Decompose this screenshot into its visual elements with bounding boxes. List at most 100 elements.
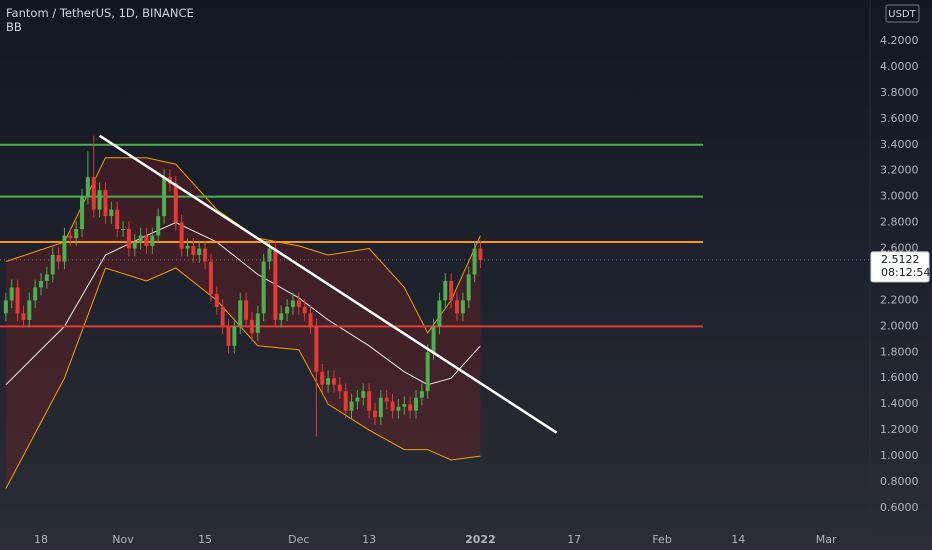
y-tick-label: 0.6000	[880, 501, 919, 514]
candle-body	[431, 326, 436, 353]
y-tick-label: 2.8000	[880, 216, 919, 229]
candle-body	[144, 235, 149, 246]
candle-body	[238, 300, 243, 327]
candle-body	[267, 248, 272, 262]
candle-body	[331, 378, 336, 385]
candle-body	[384, 397, 389, 402]
currency-label[interactable]: USDT	[888, 9, 916, 20]
candle-body	[126, 229, 131, 249]
candle-body	[62, 235, 67, 262]
candle-body	[80, 196, 85, 230]
candle-body	[9, 287, 14, 301]
indicator-label: BB	[6, 20, 22, 34]
band-basis	[5, 222, 481, 386]
y-tick-label: 3.0000	[880, 190, 919, 203]
x-tick-label: 15	[198, 533, 212, 546]
candle-body	[466, 274, 471, 301]
candle-body	[396, 406, 401, 411]
candle-body	[44, 274, 49, 281]
candle-body	[343, 391, 348, 411]
y-tick-label: 2.0000	[880, 319, 919, 332]
x-tick-label: Dec	[288, 533, 309, 546]
last-price-label: 2.5122	[881, 253, 920, 266]
x-tick-label: 14	[731, 533, 745, 546]
candle-body	[21, 313, 26, 320]
candle-body	[419, 391, 424, 398]
candle-body	[68, 235, 73, 239]
candle-body	[208, 261, 213, 294]
x-tick-label: Mar	[816, 533, 837, 546]
candle-body	[437, 300, 442, 327]
y-tick-label: 3.6000	[880, 112, 919, 125]
y-tick-label: 1.6000	[880, 371, 919, 384]
candle-body	[109, 209, 114, 217]
candle-body	[361, 391, 366, 398]
y-tick-label: 1.0000	[880, 449, 919, 462]
candle-body	[449, 280, 454, 301]
candle-body	[402, 404, 407, 407]
currency-box[interactable]	[885, 4, 920, 23]
x-tick-label: 18	[34, 533, 48, 546]
candle-body	[132, 242, 137, 249]
y-tick-label: 0.8000	[880, 475, 919, 488]
candle-body	[203, 248, 208, 262]
candle-body	[121, 229, 126, 231]
candle-body	[232, 326, 237, 346]
candle-body	[156, 216, 161, 236]
band-fill	[5, 157, 481, 489]
x-tick-label: Nov	[112, 533, 134, 546]
candle-body	[150, 235, 155, 246]
candle-body	[244, 300, 249, 320]
candle-body	[372, 410, 377, 418]
candle-body	[103, 190, 108, 217]
candle-body	[39, 280, 44, 288]
candle-body	[302, 306, 307, 314]
y-tick-label: 1.8000	[880, 345, 919, 358]
candle-body	[97, 190, 102, 210]
candle-body	[226, 326, 231, 346]
band-lower	[5, 267, 481, 489]
y-tick-label: 3.4000	[880, 138, 919, 151]
y-tick-label: 4.2000	[880, 34, 919, 47]
y-tick-label: 1.4000	[880, 397, 919, 410]
candle-body	[91, 177, 96, 210]
candle-body	[320, 371, 325, 385]
candle-body	[85, 177, 90, 197]
y-tick-label: 3.2000	[880, 164, 919, 177]
candle-body	[367, 391, 372, 411]
candle-body	[261, 261, 266, 314]
y-tick-label: 1.2000	[880, 423, 919, 436]
candle-body	[478, 248, 483, 260]
candle-body	[408, 404, 413, 411]
candle-body	[349, 401, 354, 411]
candle-body	[15, 287, 20, 314]
plot-area	[0, 134, 704, 489]
candle-body	[279, 313, 284, 320]
candle-body	[220, 306, 225, 327]
y-tick-label: 2.2000	[880, 293, 919, 306]
candle-body	[308, 313, 313, 327]
candle-body	[173, 183, 178, 223]
y-tick-label: 2.6000	[880, 242, 919, 255]
trendline	[98, 134, 558, 434]
candle-body	[191, 245, 196, 256]
candle-body	[472, 248, 477, 275]
y-tick-label: 4.0000	[880, 60, 919, 73]
candle-body	[425, 352, 430, 392]
candle-body	[249, 319, 254, 333]
x-tick-label: 2022	[465, 533, 496, 546]
candle-body	[390, 401, 395, 411]
candle-body	[33, 287, 38, 301]
candle-body	[355, 397, 360, 402]
x-tick-label: Feb	[652, 533, 671, 546]
candle-body	[443, 280, 448, 301]
candle-body	[455, 300, 460, 314]
countdown-label: 08:12:54	[881, 266, 930, 279]
candle-body	[255, 313, 260, 333]
y-tick-label: 3.8000	[880, 86, 919, 99]
candle-body	[296, 300, 301, 307]
candle-body	[56, 255, 61, 262]
candle-body	[285, 306, 290, 314]
